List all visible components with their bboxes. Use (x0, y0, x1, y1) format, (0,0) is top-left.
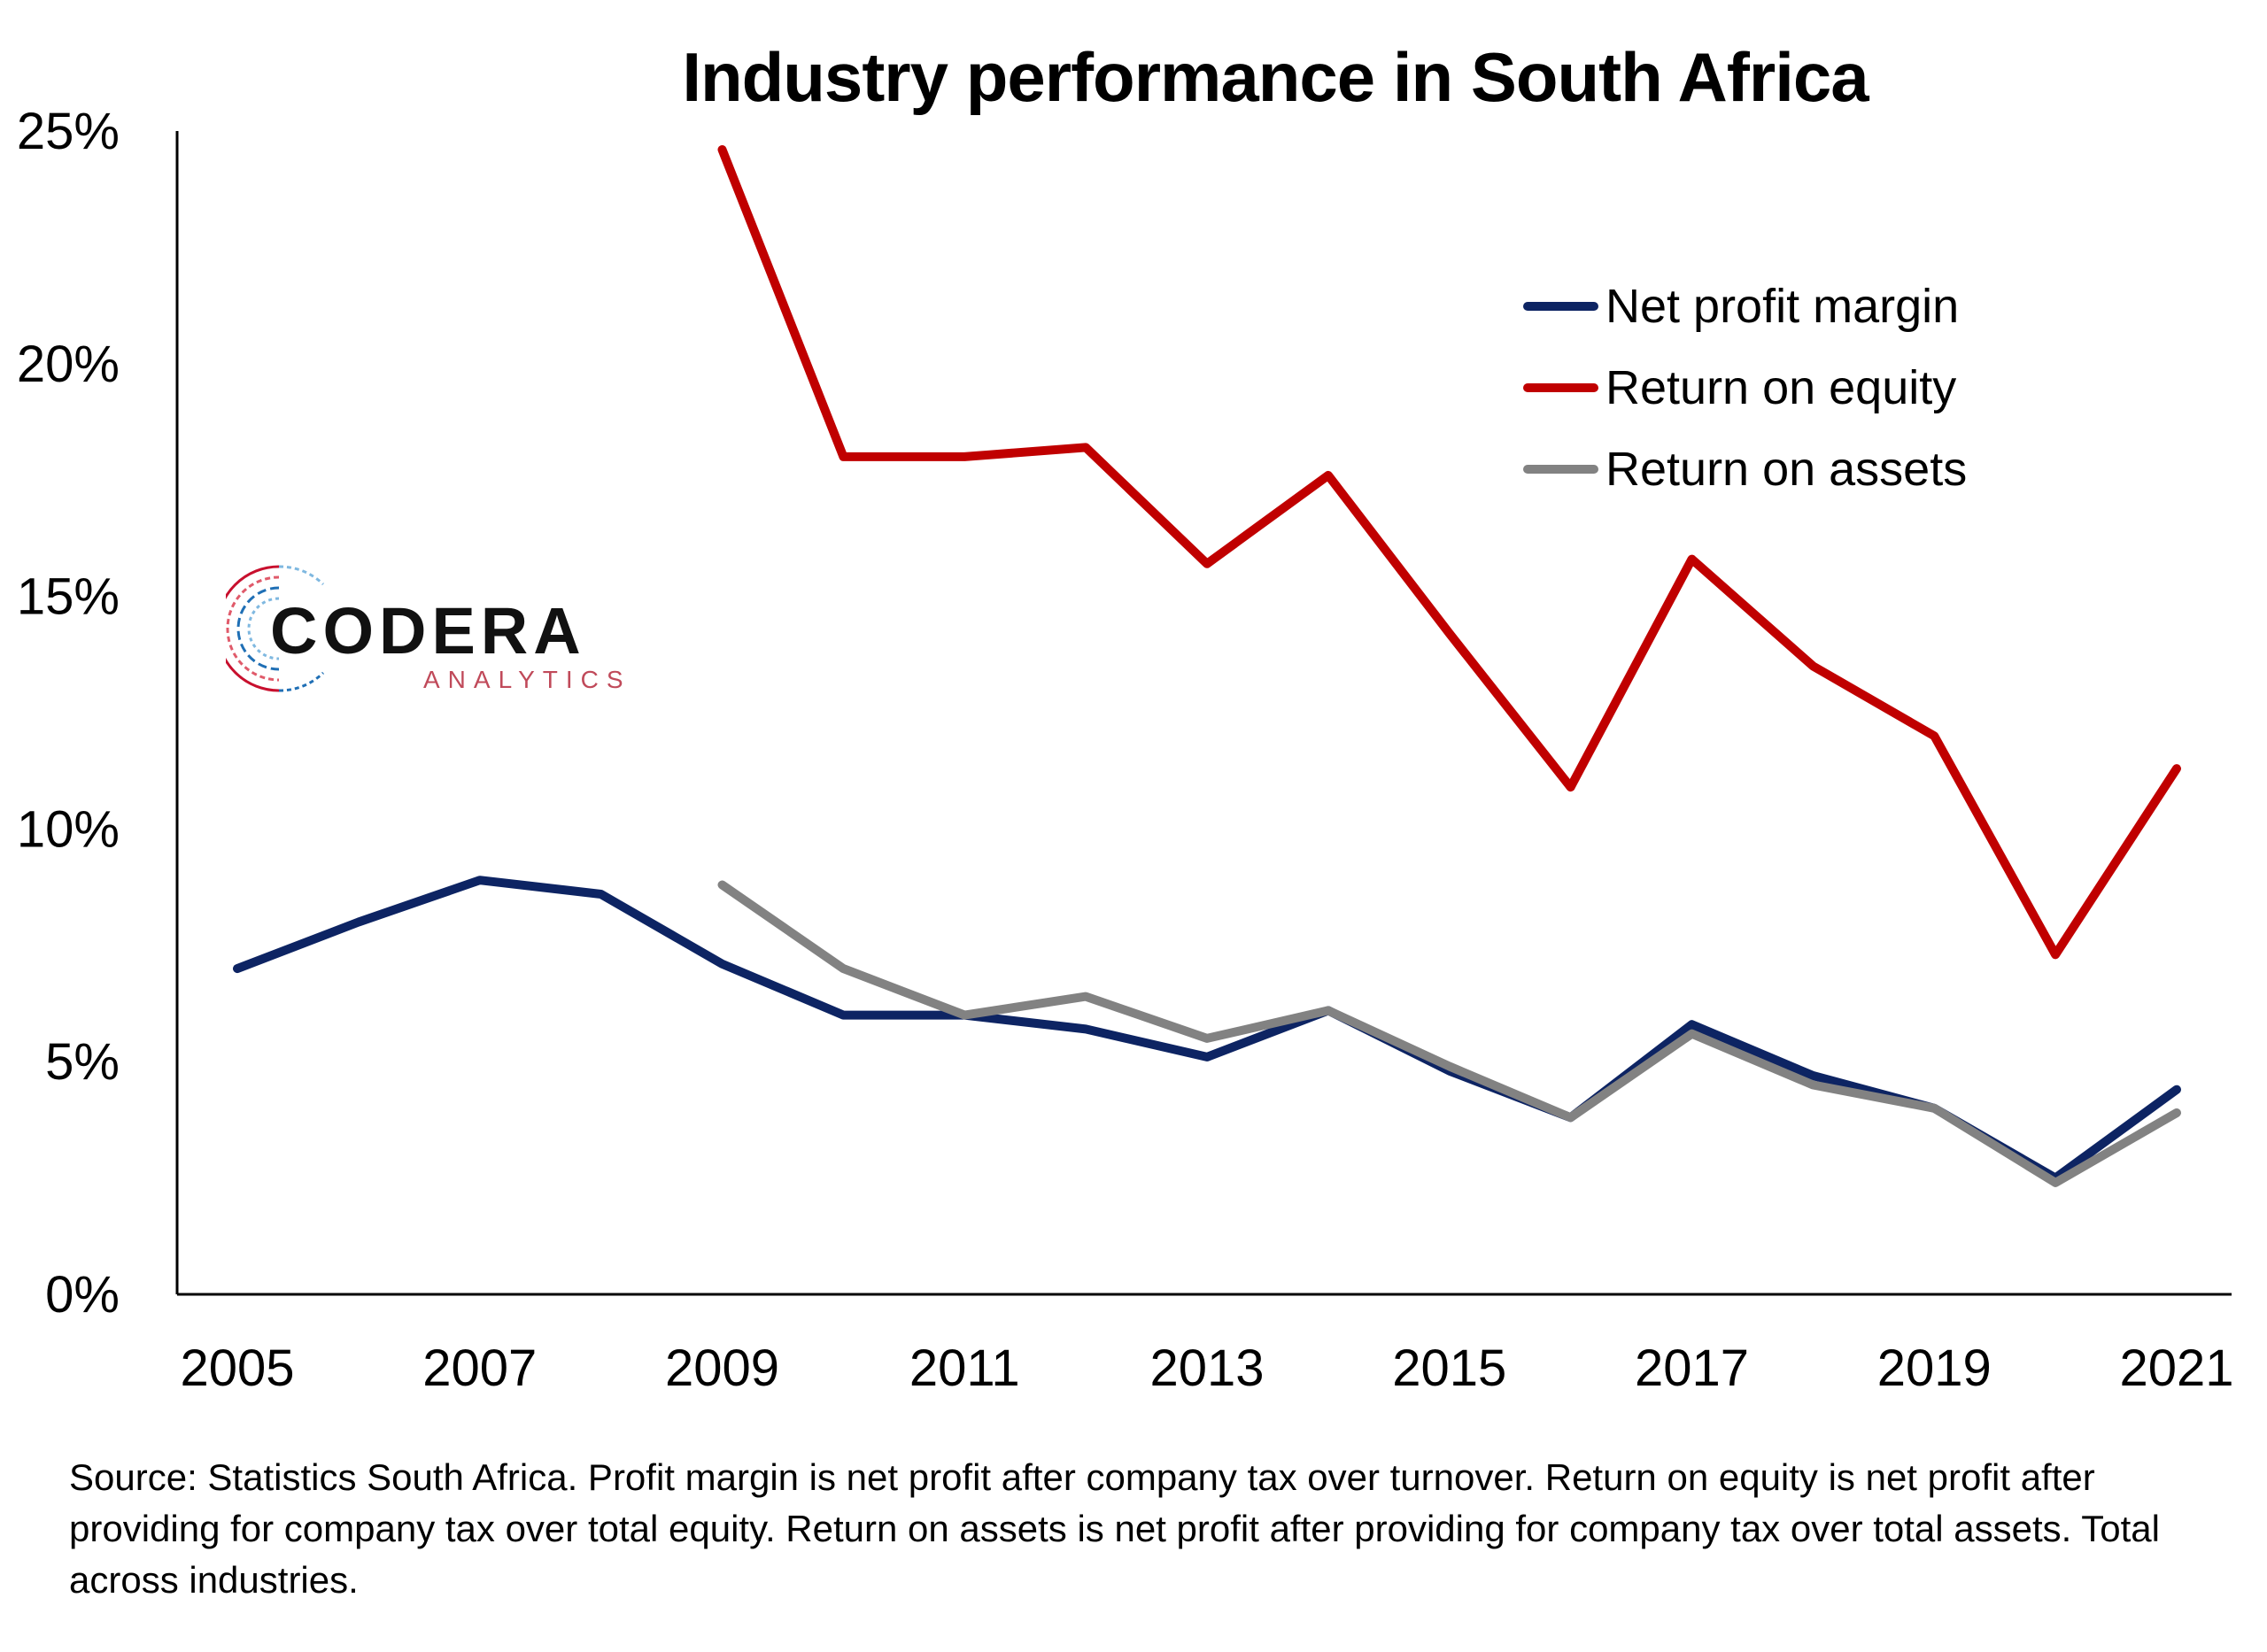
codera-logo: CODERA ANALYTICS (215, 558, 651, 699)
chart-legend: Net profit margin Return on equity Return … (1523, 266, 1967, 510)
legend-swatch (1523, 465, 1598, 474)
x-tick-label: 2005 (180, 1339, 294, 1397)
x-tick-label: 2009 (665, 1339, 779, 1397)
series-line-net-profit-margin (233, 876, 2181, 1183)
axes (175, 131, 2232, 1296)
series-line-return-on-equity (717, 145, 2181, 960)
y-tick-label: 5% (45, 1033, 120, 1091)
chart-title: Industry performance in South Africa (682, 38, 1869, 116)
legend-label: Return on assets (1605, 443, 1968, 496)
x-tick-label: 2017 (1635, 1339, 1749, 1397)
x-tick-label: 2013 (1149, 1339, 1264, 1397)
x-tick-label: 2021 (2119, 1339, 2233, 1397)
legend-label: Return on equity (1605, 361, 1957, 414)
y-tick-label: 20% (17, 336, 120, 393)
y-tick-label: 0% (45, 1266, 120, 1324)
series-line-return-on-assets (717, 880, 2181, 1187)
x-tick-label: 2011 (909, 1339, 1020, 1397)
x-tick-label: 2019 (1877, 1339, 1992, 1397)
legend-item: Return on equity (1523, 347, 1967, 428)
logo-subtitle: ANALYTICS (423, 666, 631, 693)
source-note: Source: Statistics South Africa. Profit … (69, 1456, 2160, 1601)
series-lines (233, 145, 2181, 1187)
y-tick-labels: 0% 5% 10% 15% 20% 25% (17, 103, 120, 1324)
x-tick-label: 2015 (1392, 1339, 1506, 1397)
x-tick-labels: 2005 2007 2009 2011 2013 2015 2017 2019 2021 (180, 1339, 2233, 1397)
legend-item: Net profit margin (1523, 266, 1967, 347)
y-tick-label: 15% (17, 568, 120, 626)
y-tick-label: 25% (17, 103, 120, 160)
legend-swatch (1523, 302, 1598, 311)
legend-label: Net profit margin (1605, 280, 1960, 333)
x-tick-label: 2007 (422, 1339, 537, 1397)
y-tick-label: 10% (17, 800, 120, 858)
legend-swatch (1523, 383, 1598, 392)
legend-item: Return on assets (1523, 428, 1967, 510)
logo-wordmark: CODERA (270, 594, 586, 668)
